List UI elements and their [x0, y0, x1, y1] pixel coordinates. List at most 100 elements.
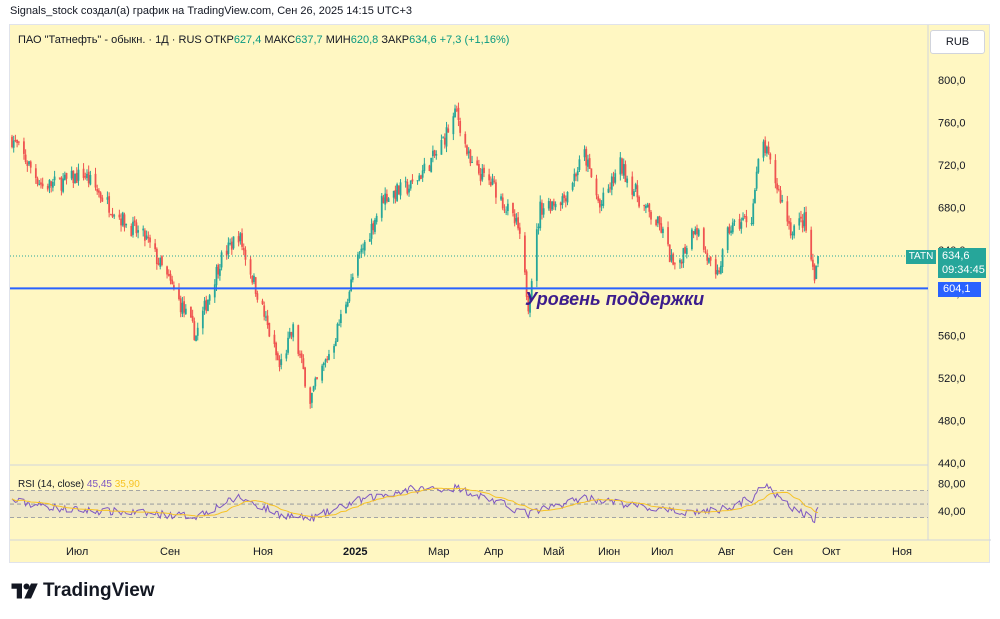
candle-body [287, 337, 289, 353]
price-tick-label: 800,0 [938, 75, 966, 87]
candle-body [147, 237, 150, 239]
candle-body [167, 274, 170, 276]
candle-body [311, 392, 313, 403]
candle-body [658, 216, 661, 225]
candle-body [397, 185, 400, 194]
candle-body [171, 279, 174, 285]
currency-button[interactable]: RUB [930, 30, 985, 54]
candle-body [406, 181, 409, 194]
candle-body [300, 353, 303, 358]
candle-body [709, 256, 712, 261]
candle-body [191, 315, 194, 321]
candle-body [430, 157, 433, 173]
candle-body [682, 248, 685, 263]
candle-body [505, 211, 508, 213]
candle-body [515, 218, 518, 222]
candle-body [278, 359, 281, 367]
candle-body [817, 255, 819, 264]
candle-body [619, 157, 622, 175]
last-price: 634,6 [942, 250, 970, 262]
candle-body [633, 191, 635, 197]
candle-body [571, 182, 574, 190]
candle-body [292, 324, 295, 338]
candle-body [672, 253, 675, 265]
candle-body [740, 222, 743, 229]
candle-body [708, 258, 710, 263]
support-annotation: Уровень поддержки [525, 289, 705, 309]
price-tick-label: 680,0 [938, 203, 966, 215]
candle-body [268, 322, 271, 337]
candle-body [481, 168, 484, 180]
candle-body [172, 285, 175, 289]
candle-body [750, 223, 753, 225]
candle-body [554, 203, 557, 208]
candle-body [273, 334, 276, 345]
candle-body [218, 268, 221, 276]
candle-body [662, 228, 664, 234]
candle-body [622, 163, 625, 176]
candle-body [70, 170, 73, 179]
rsi-value: 45,45 [86, 479, 112, 490]
candle-body [334, 341, 337, 347]
candle-body [813, 264, 816, 281]
candle-body [464, 133, 467, 144]
candle-body [776, 183, 779, 190]
rsi-legend: RSI (14, close) 45,45 35,90 [18, 479, 140, 490]
candle-body [98, 190, 100, 193]
candle-body [685, 248, 688, 255]
price-chart[interactable]: 800,0760,0720,0680,0640,0600,0560,0520,0… [10, 25, 991, 564]
candle-body [469, 149, 472, 164]
candle-body [241, 233, 243, 247]
candle-body [348, 291, 351, 302]
candle-body [72, 170, 75, 184]
candle-body [169, 273, 172, 281]
candle-body [14, 140, 17, 142]
candle-body [587, 159, 589, 167]
candle-body [251, 275, 254, 283]
candle-body [411, 179, 414, 182]
candle-body [728, 226, 731, 234]
candle-body [77, 169, 80, 181]
candle-body [655, 219, 658, 226]
rsi-tick-label: 80,00 [938, 479, 966, 491]
candle-body [133, 220, 136, 223]
candle-body [726, 227, 729, 251]
candle-body [130, 226, 133, 237]
candle-body [237, 236, 240, 243]
candle-body [459, 120, 462, 133]
candle-body [196, 327, 199, 336]
candle-body [798, 218, 801, 226]
candle-body [811, 259, 814, 267]
candle-body [346, 302, 349, 307]
last-price-badge: 634,6 09:34:45 [938, 248, 986, 278]
candle-body [404, 181, 407, 183]
price-tick-label: 480,0 [938, 415, 966, 427]
candle-body [777, 188, 780, 190]
close-value: 634,6 [409, 34, 437, 46]
candle-body [631, 176, 634, 195]
support-level-badge: 604,1 [938, 282, 981, 297]
candle-body [648, 203, 651, 212]
time-tick-label: Сен [160, 546, 180, 558]
candle-body [588, 158, 591, 169]
candle-body [793, 225, 796, 236]
candle-body [612, 177, 615, 184]
candle-body [213, 284, 216, 298]
time-tick-label: Апр [484, 546, 503, 558]
candle-body [644, 205, 647, 209]
candle-body [60, 177, 63, 191]
candle-body [380, 195, 383, 218]
candle-body [559, 202, 562, 206]
candle-body [786, 201, 789, 222]
candle-body [179, 298, 182, 313]
bar-countdown: 09:34:45 [942, 264, 985, 276]
candle-body [803, 212, 806, 227]
candle-body [285, 353, 288, 359]
candle-body [757, 158, 760, 173]
candle-body [215, 266, 218, 286]
chart-panel[interactable]: 800,0760,0720,0680,0640,0600,0560,0520,0… [9, 24, 991, 564]
candle-body [113, 215, 116, 217]
candle-body [51, 181, 54, 188]
tradingview-logo: TradingView [11, 580, 155, 602]
candle-body [65, 172, 68, 179]
